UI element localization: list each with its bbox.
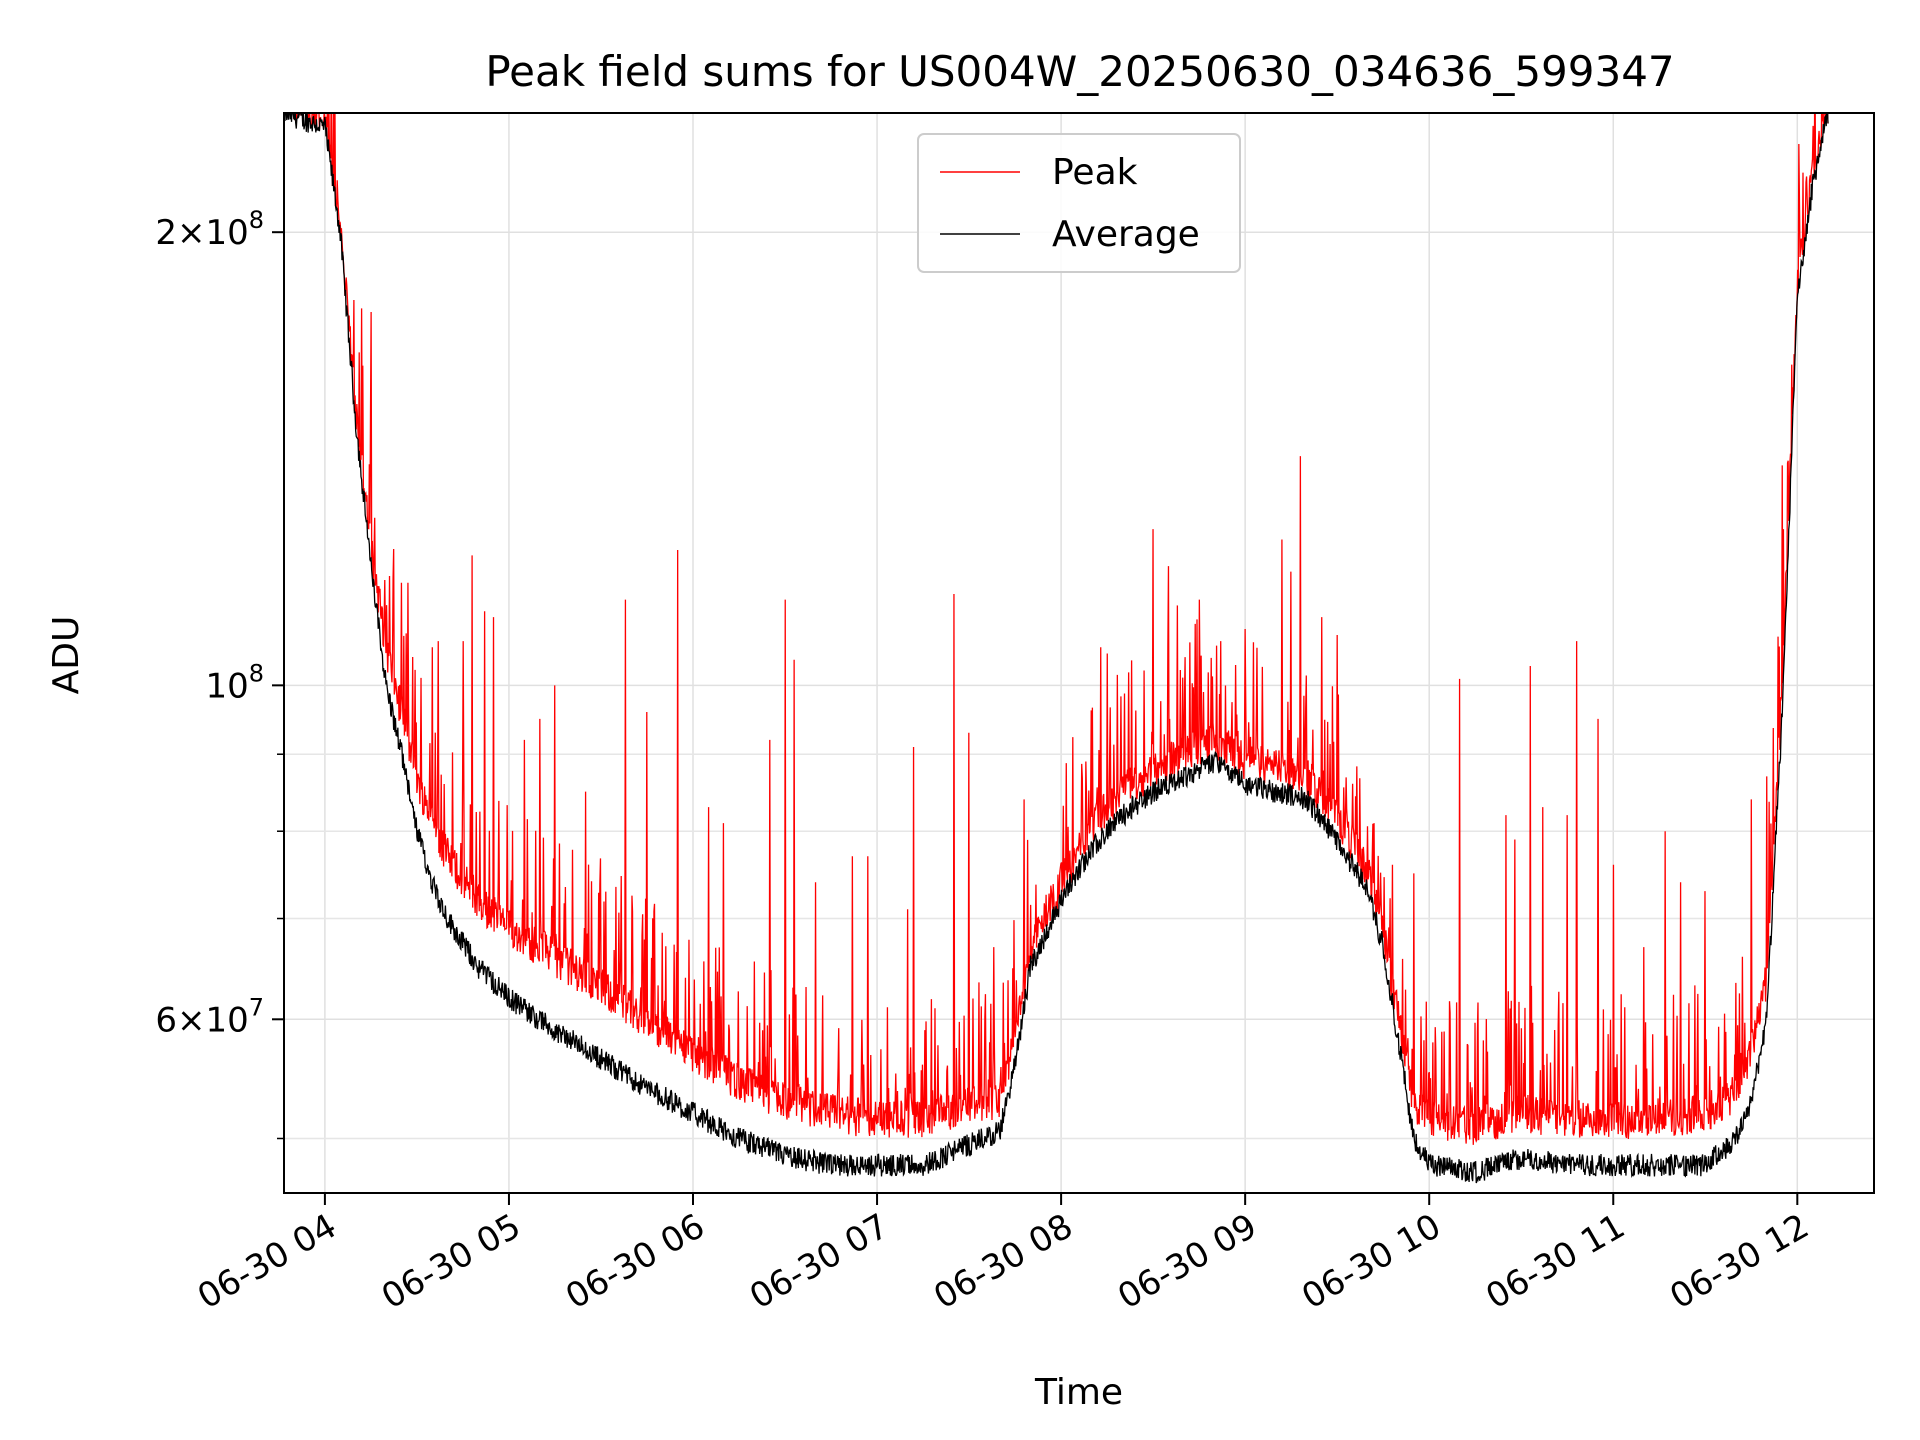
series-area — [284, 113, 1829, 1184]
series-line-average — [284, 113, 1829, 1184]
x-axis-label: Time — [1034, 1372, 1123, 1413]
legend-label-average: Average — [1052, 214, 1200, 255]
legend-label-peak: Peak — [1052, 152, 1138, 193]
y-tick-label: 2×108 — [155, 206, 264, 253]
y-axis: 6×107 108 2×108 — [155, 206, 284, 1140]
y-axis-label: ADU — [46, 616, 87, 695]
chart-title: Peak field sums for US004W_20250630_0346… — [485, 47, 1674, 96]
legend-box — [917, 133, 1241, 273]
y-tick-label: 6×107 — [155, 993, 264, 1040]
legend: Peak Average — [917, 133, 1241, 273]
y-tick-label: 108 — [205, 659, 264, 706]
series-line-peak — [287, 113, 1829, 1145]
plot-frame — [283, 112, 1875, 1194]
